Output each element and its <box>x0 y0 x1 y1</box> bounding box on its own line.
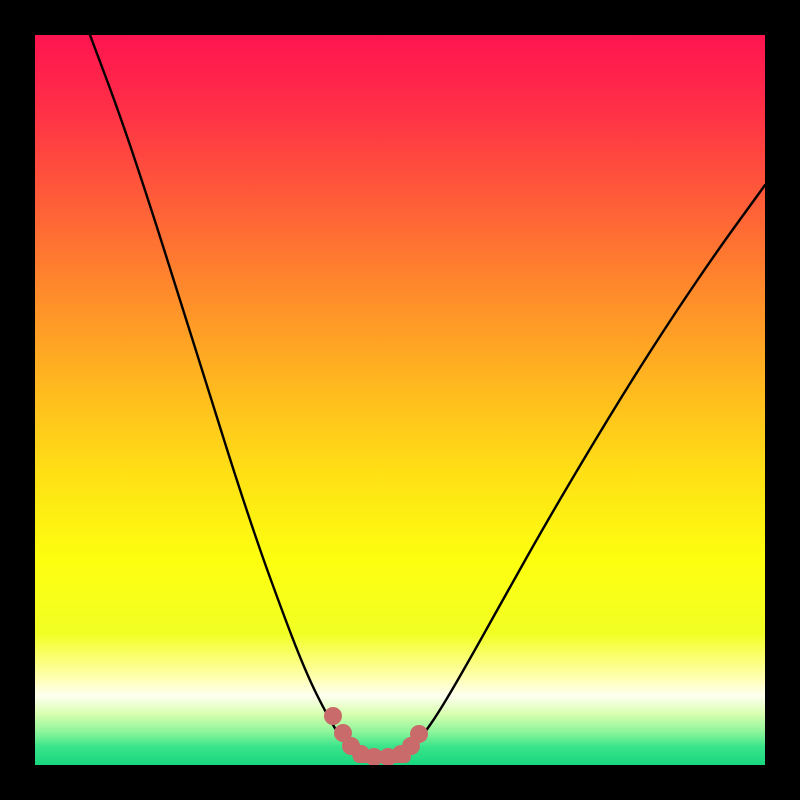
valley-dot <box>324 707 342 725</box>
plot-area <box>35 35 765 765</box>
valley-dot <box>410 725 428 743</box>
frame-bottom <box>0 765 800 800</box>
frame-left <box>0 0 35 800</box>
frame-top <box>0 0 800 35</box>
gradient-background <box>35 35 765 765</box>
frame-right <box>765 0 800 800</box>
chart-svg <box>35 35 765 765</box>
